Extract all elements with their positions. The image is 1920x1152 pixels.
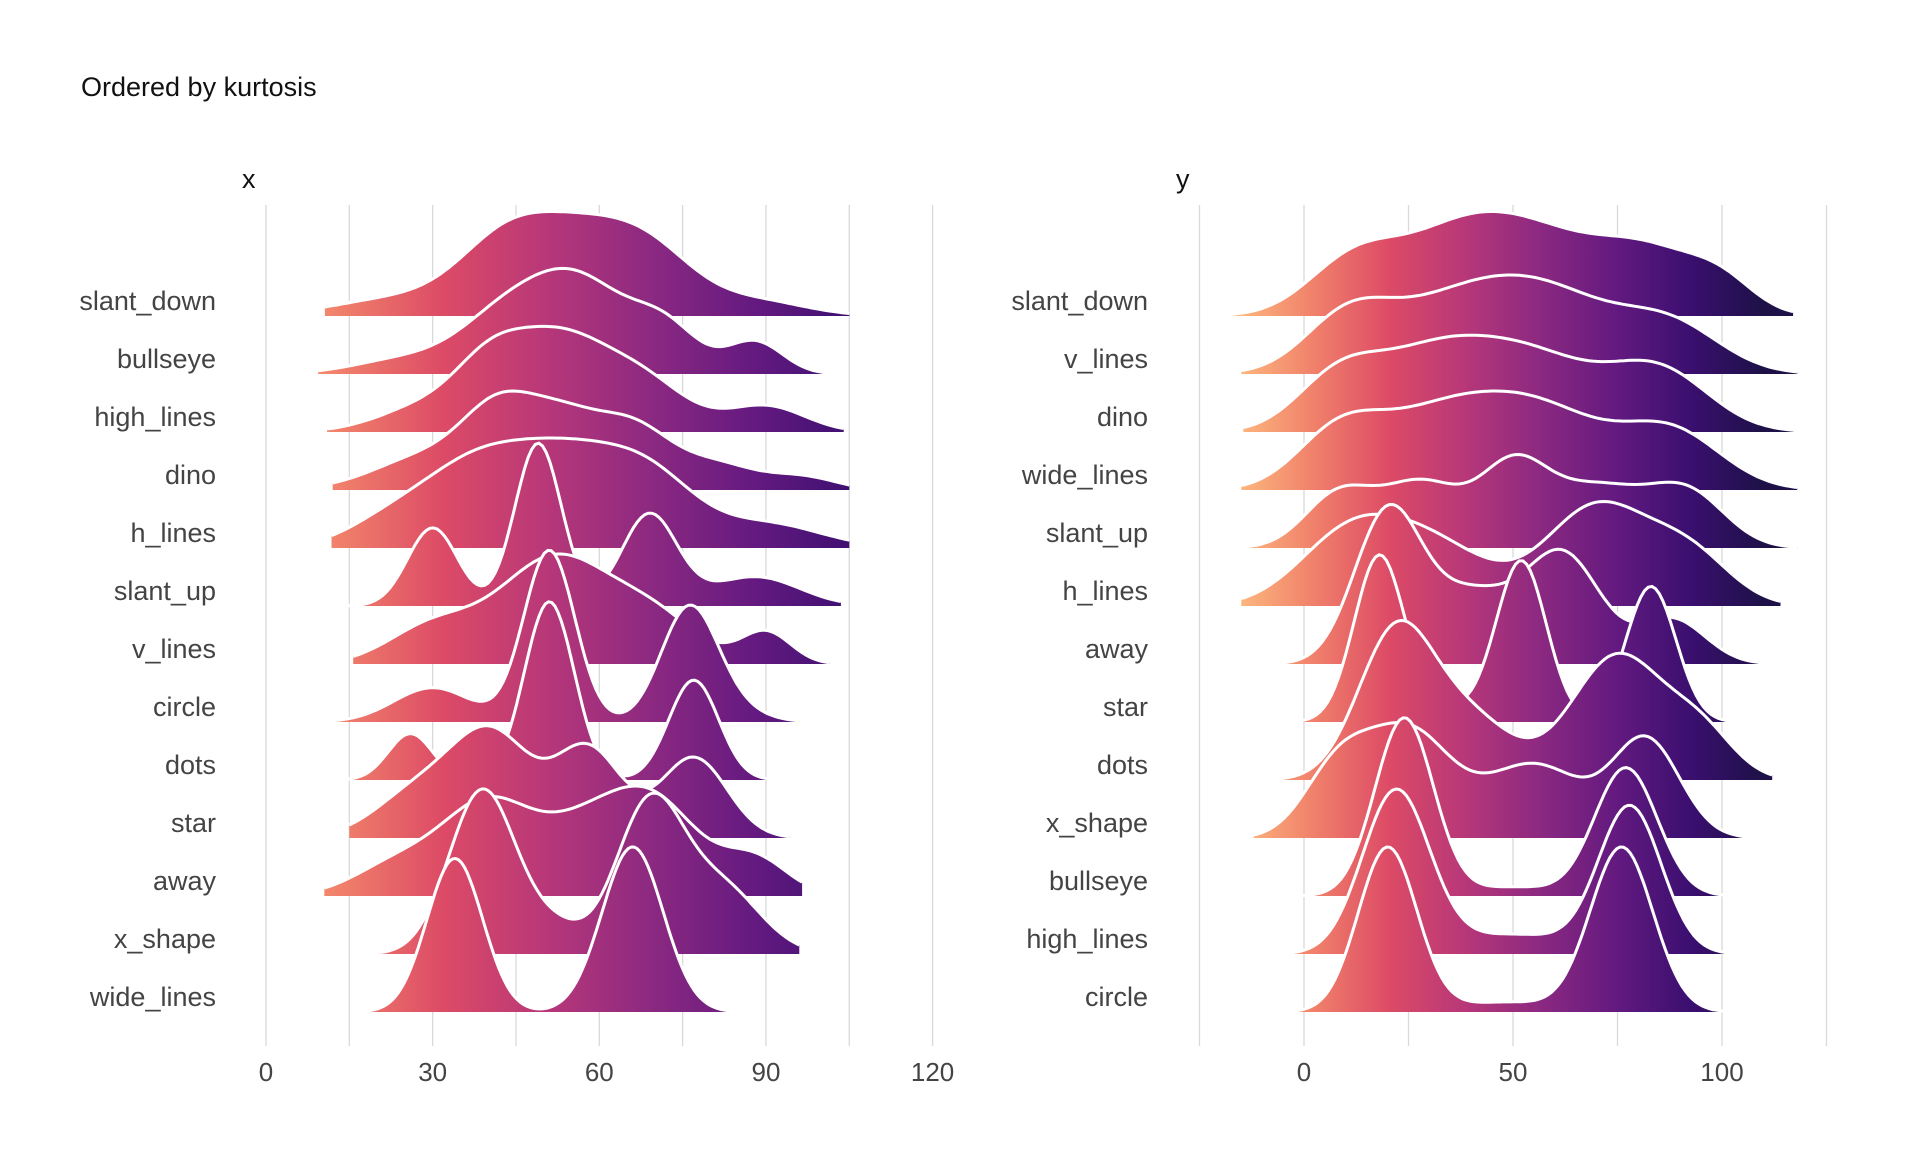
ridge-outline-v_lines	[1241, 273, 1798, 374]
ridge-outline-star	[1268, 553, 1785, 724]
ridge-h_lines	[331, 438, 850, 548]
ridge-outline-wide_lines	[1240, 389, 1798, 489]
ridge-outline-star	[348, 724, 790, 839]
panel-title: y	[1176, 164, 1190, 194]
x-tick-label: 100	[1700, 1057, 1743, 1087]
x-tick-label: 60	[585, 1057, 614, 1087]
ridge-outline-away	[1228, 502, 1777, 666]
ridge-v_lines	[353, 554, 830, 664]
ridge-slant_down	[1228, 211, 1794, 316]
ridge-outline-bullseye	[318, 266, 836, 375]
category-label: dino	[165, 460, 216, 490]
category-label: x_shape	[114, 924, 216, 954]
ridge-outline-dots	[332, 600, 778, 782]
panel-title: x	[242, 164, 256, 194]
ridge-outline-high_lines	[1274, 787, 1760, 956]
category-label: away	[153, 866, 217, 896]
category-label: circle	[153, 692, 216, 722]
category-label: dino	[1097, 402, 1148, 432]
category-label: v_lines	[1064, 344, 1148, 374]
ridge-outline-dino	[332, 389, 850, 487]
ridge-outline-away	[323, 784, 803, 890]
ridge-outline-bullseye	[1249, 716, 1762, 898]
category-label: h_lines	[130, 518, 216, 548]
ridge-dino	[1243, 335, 1794, 432]
category-label: v_lines	[132, 634, 216, 664]
ridge-x_shape	[379, 789, 800, 954]
ridge-outline-x_shape	[1253, 720, 1785, 840]
ridge-outline-x_shape	[379, 787, 800, 955]
category-label: x_shape	[1046, 808, 1148, 838]
ridge-outline-slant_down	[324, 210, 850, 315]
category-label: slant_up	[114, 576, 216, 606]
ridge-dots	[332, 601, 778, 780]
ridge-outline-circle	[1266, 845, 1748, 1014]
ridge-outline-dots	[1262, 618, 1773, 782]
ridge-outline-wide_lines	[354, 845, 758, 1014]
ridge-wide_lines	[354, 847, 758, 1012]
ridge-outline-dino	[1243, 333, 1794, 432]
category-label: bullseye	[117, 344, 216, 374]
category-label: circle	[1085, 982, 1148, 1012]
category-label: wide_lines	[89, 982, 216, 1012]
category-label: slant_up	[1046, 518, 1148, 548]
ridge-outline-high_lines	[326, 324, 844, 431]
page-title: Ordered by kurtosis	[81, 72, 317, 102]
category-label: high_lines	[1026, 924, 1148, 954]
ridge-outline-slant_up	[1241, 452, 1798, 549]
ridge-outline-circle	[331, 548, 813, 724]
category-label: slant_down	[1011, 286, 1148, 316]
category-label: high_lines	[94, 402, 216, 432]
x-tick-label: 50	[1499, 1057, 1528, 1087]
category-label: h_lines	[1062, 576, 1148, 606]
ridge-outline-h_lines	[330, 436, 850, 542]
ridge-outline-h_lines	[1240, 499, 1781, 603]
category-label: dots	[165, 750, 216, 780]
x-tick-label: 120	[911, 1057, 954, 1087]
ridge-circle	[1266, 847, 1748, 1012]
ridge-wide_lines	[1241, 391, 1798, 490]
category-label: bullseye	[1049, 866, 1148, 896]
ridge-high_lines	[327, 326, 844, 432]
category-label: wide_lines	[1021, 460, 1148, 490]
x-tick-label: 30	[418, 1057, 447, 1087]
category-label: star	[171, 808, 216, 838]
ridge-outline-v_lines	[352, 552, 831, 665]
x-tick-label: 0	[259, 1057, 273, 1087]
category-label: away	[1085, 634, 1149, 664]
category-label: dots	[1097, 750, 1148, 780]
x-tick-label: 0	[1297, 1057, 1311, 1087]
ridge-slant_up	[331, 443, 841, 606]
ridge-outline-slant_down	[1228, 210, 1794, 317]
x-tick-label: 90	[751, 1057, 780, 1087]
category-label: slant_down	[79, 286, 216, 316]
category-label: star	[1103, 692, 1148, 722]
ridge-slant_down	[324, 211, 850, 316]
ridge-bullseye	[318, 268, 836, 374]
